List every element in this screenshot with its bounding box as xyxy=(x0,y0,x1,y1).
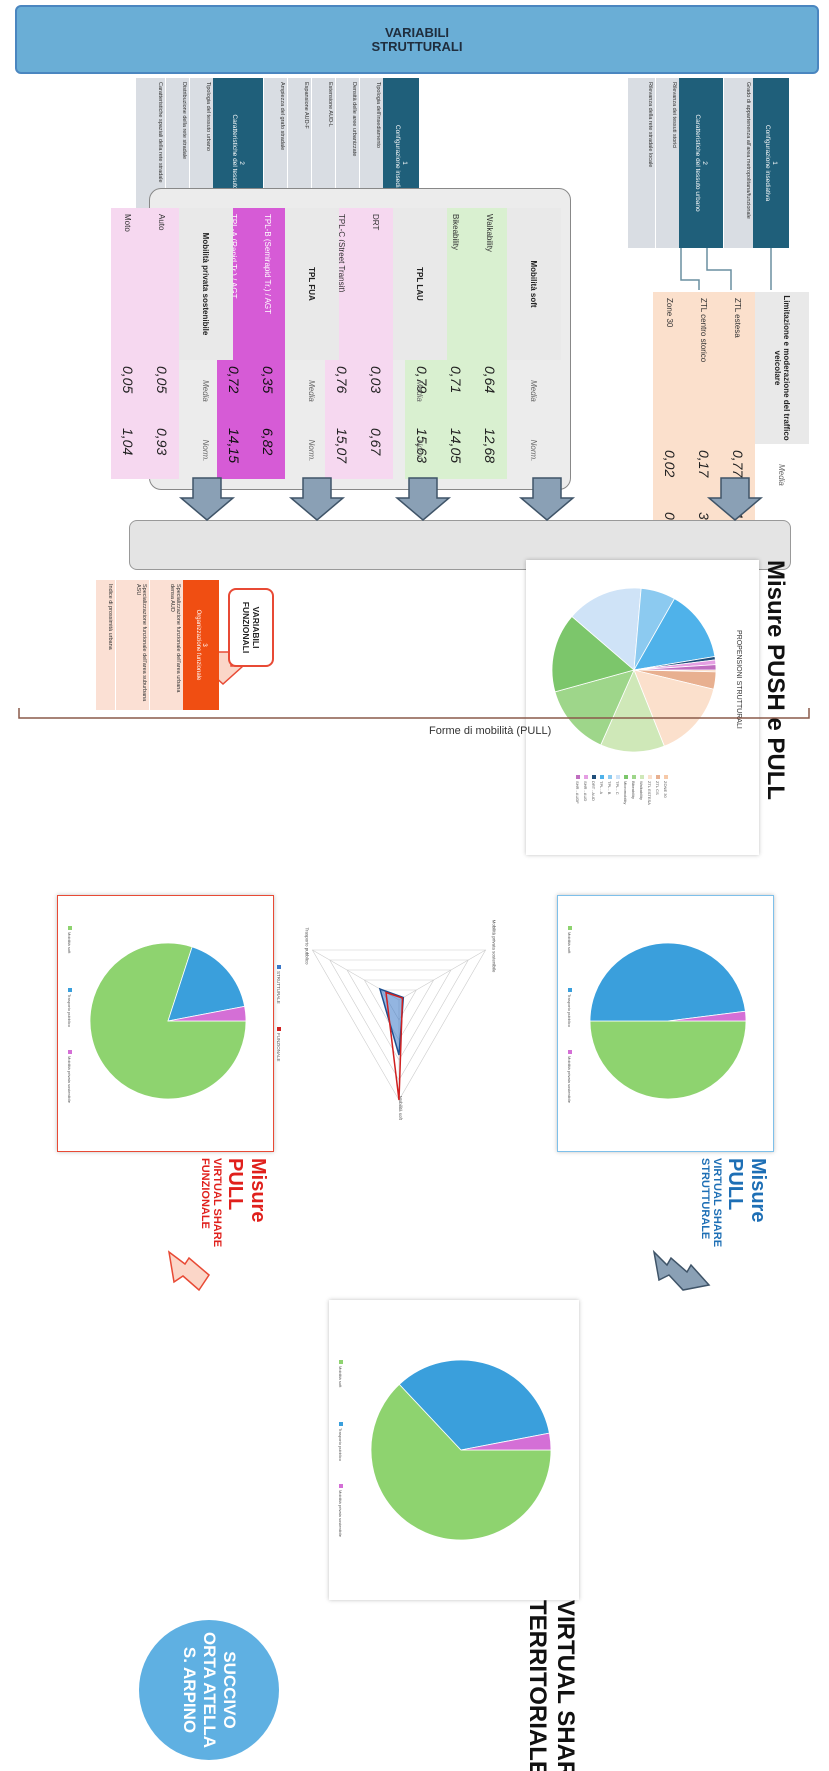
arrow-icon xyxy=(167,1250,210,1292)
legend-swatch xyxy=(592,775,596,779)
radar-chart: Mobilità soft Trasporto pubblico Mobilità … xyxy=(269,870,529,1130)
legend-swatch xyxy=(640,775,644,779)
pie-slice xyxy=(589,942,746,1022)
pie-slice xyxy=(554,669,635,746)
legend-label: STRUTTURALE xyxy=(276,971,281,1004)
arrow-icon xyxy=(178,477,236,521)
pie-slice xyxy=(167,1005,247,1022)
radar-axis-label: Mobilità soft xyxy=(398,1096,403,1121)
pull-funzionale-card: Mobilità soft Trasporto pubblico Mobilità … xyxy=(57,895,274,1152)
connector-zone30 xyxy=(680,248,700,290)
pull-funzionale-pie: Mobilità soft Trasporto pubblico Mobilità … xyxy=(67,926,247,1104)
pie-slice xyxy=(633,598,716,671)
legend-label: TPL - C xyxy=(615,781,620,795)
territoriale-pie: Mobilità soft Trasporto pubblico Mobilità … xyxy=(338,1359,552,1541)
legend-swatch xyxy=(339,1422,343,1426)
arrow-icon xyxy=(706,477,764,521)
legend-label: Mobilità soft xyxy=(67,932,72,954)
legend-swatch xyxy=(584,775,588,779)
radar-grid xyxy=(346,969,452,1061)
legend-label: ZTL CS xyxy=(655,781,660,795)
radar-series xyxy=(385,991,404,1101)
propensioni-title: PROPENSIONI STRUTTURALI xyxy=(735,630,742,729)
legend-label: FUNZIONALE xyxy=(276,1033,281,1062)
radar-axis-label: Trasporto pubblico xyxy=(304,927,309,965)
legend-label: DRT - AUD xyxy=(591,781,596,801)
legend-swatch xyxy=(568,1050,572,1054)
pie-slice xyxy=(460,1432,552,1451)
legend-label: Micromobility xyxy=(623,781,628,804)
pie-slice xyxy=(398,1359,550,1451)
radar-svg: Mobilità soft Trasporto pubblico Mobilità … xyxy=(276,920,497,1121)
pull-strutturale-pie: Mobilità soft Trasporto pubblico Mobilità … xyxy=(567,926,747,1104)
legend-label: ZONE 30 xyxy=(663,781,668,798)
legend-swatch xyxy=(616,775,620,779)
legend-label: SHR - AUDF xyxy=(575,781,580,804)
pie-slice xyxy=(633,664,717,671)
legend-swatch xyxy=(68,926,72,930)
legend-swatch xyxy=(632,775,636,779)
legend-label: Mobilità privata sostenibile xyxy=(67,1056,72,1104)
legend-label: Bikeability xyxy=(631,781,636,799)
legend-label: Trasporto pubblico xyxy=(338,1428,343,1462)
legend-swatch xyxy=(608,775,612,779)
arrow-icon xyxy=(394,477,452,521)
legend-label: SHR - AUD xyxy=(583,781,588,801)
pull-strutturale-card: Mobilità soft Trasporto pubblico Mobilità … xyxy=(557,895,774,1152)
pie-slice xyxy=(167,946,246,1022)
arrow-icon xyxy=(288,477,346,521)
legend-label: Mobilità privata sostenibile xyxy=(338,1490,343,1538)
pie-slice xyxy=(589,1020,747,1100)
legend-swatch xyxy=(648,775,652,779)
legend-swatch xyxy=(624,775,628,779)
legend-label: Trasporto pubblico xyxy=(567,994,572,1028)
arrow-icon xyxy=(652,1249,711,1291)
legend-label: Mobilità soft xyxy=(567,932,572,954)
legend-swatch xyxy=(568,988,572,992)
pie-slice xyxy=(551,615,635,693)
radar-grid xyxy=(363,979,435,1041)
radar-grid xyxy=(311,949,487,1101)
radar-grid xyxy=(329,959,469,1081)
legend-label: TPL - B xyxy=(607,781,612,795)
legend-swatch xyxy=(600,775,604,779)
legend-swatch xyxy=(68,1050,72,1054)
pie-slice xyxy=(571,587,642,671)
legend-swatch xyxy=(656,775,660,779)
pie-slice xyxy=(600,668,665,753)
legend-swatch xyxy=(277,1027,281,1031)
legend-label: Walkability xyxy=(639,781,644,800)
legend-label: Trasporto pubblico xyxy=(67,994,72,1028)
legend-swatch xyxy=(568,926,572,930)
legend-swatch xyxy=(339,1484,343,1488)
radar-axis-label: Mobilità privata sostenibile xyxy=(492,920,497,973)
pie-slice xyxy=(370,1383,552,1541)
legend-swatch xyxy=(576,775,580,779)
legend-label: Mobilità privata sostenibile xyxy=(567,1056,572,1104)
arrow-icon xyxy=(518,477,576,521)
legend-swatch xyxy=(339,1360,343,1364)
propensioni-card: PROPENSIONI STRUTTURALI ZONE 30 ZTL CS ZTL … xyxy=(526,560,759,855)
territoriale-card: Mobilità soft Trasporto pubblico Mobilità … xyxy=(329,1300,579,1600)
connector-ztl-cs xyxy=(706,248,732,290)
legend-label: ZTL ESTESA xyxy=(647,781,652,805)
legend-label: TPL - A xyxy=(599,781,604,795)
legend-swatch xyxy=(277,965,281,969)
forme-mobilita-label: Forme di mobilità (PULL) xyxy=(429,725,552,737)
pie-slice xyxy=(667,1010,747,1022)
radar-axis xyxy=(398,949,486,1001)
pie-slice xyxy=(633,669,715,747)
legend-label: Mobilità soft xyxy=(338,1366,343,1388)
legend-swatch xyxy=(664,775,668,779)
legend-swatch xyxy=(68,988,72,992)
